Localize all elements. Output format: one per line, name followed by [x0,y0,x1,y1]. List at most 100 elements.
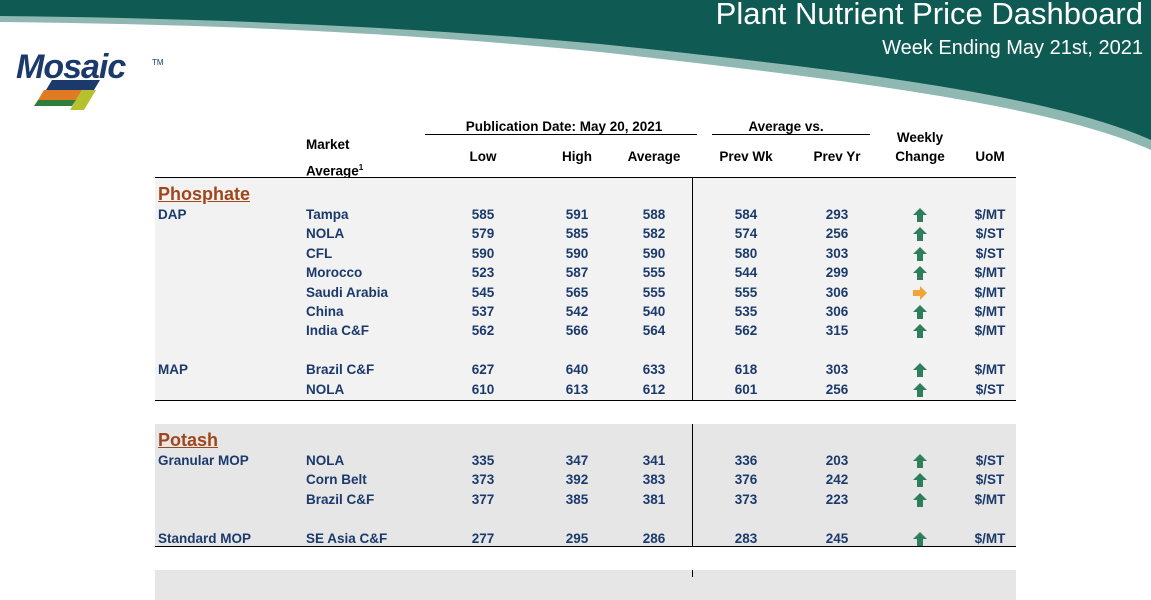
prev-wk-cell: 555 [734,285,758,300]
low-cell: 377 [471,492,495,507]
right-arrow-icon [913,286,927,300]
mosaic-logo: Mosaic TM [16,48,166,114]
uom-cell: $/ST [975,226,1005,241]
up-arrow-icon [913,247,927,261]
section-band [155,178,1016,400]
uom-cell: $/MT [974,265,1006,280]
product-label: DAP [158,207,187,222]
up-arrow-icon [913,383,927,397]
average-cell: 540 [642,304,666,319]
low-cell: 585 [471,207,495,222]
high-cell: 385 [565,492,589,507]
uom-cell: $/MT [974,362,1006,377]
market-cell: NOLA [306,226,345,241]
average-cell: 633 [642,362,666,377]
high-cell: 585 [565,226,589,241]
market-cell: India C&F [306,323,369,338]
prev-yr-cell: 293 [825,207,849,222]
market-cell: Corn Belt [306,472,367,487]
average-cell: 590 [642,246,666,261]
section-rule [155,546,1016,547]
column-divider [692,424,693,546]
prev-wk-cell: 544 [734,265,758,280]
prev-wk-cell: 574 [734,226,758,241]
market-cell: Brazil C&F [306,362,375,377]
low-cell: 537 [471,304,495,319]
prev-yr-cell: 303 [825,246,849,261]
prev-wk-cell: 535 [734,304,758,319]
section-rule [155,400,1016,401]
average-cell: 564 [642,323,666,338]
column-divider [692,570,693,577]
header-uom: UoM [975,149,1005,164]
high-cell: 392 [565,472,589,487]
market-cell: CFL [306,246,333,261]
low-cell: 562 [471,323,495,338]
high-cell: 591 [565,207,589,222]
header-high: High [562,149,592,164]
prev-yr-cell: 306 [825,285,849,300]
uom-cell: $/MT [974,323,1006,338]
low-cell: 373 [471,472,495,487]
up-arrow-icon [913,305,927,319]
header-average: Average [627,149,681,164]
product-label: Granular MOP [158,453,249,468]
up-arrow-icon [913,227,927,241]
average-vs-underline [712,134,870,135]
uom-cell: $/MT [974,492,1006,507]
market-cell: China [306,304,344,319]
product-label: Standard MOP [158,530,252,546]
prev-yr-cell: 203 [825,453,849,468]
low-cell: 610 [471,382,495,397]
header-publication-date: Publication Date: May 20, 2021 [465,119,663,134]
section-band [155,570,1016,600]
uom-cell: $/MT [974,285,1006,300]
header-banner [0,0,1151,150]
header-market-average: Average1 [306,163,364,179]
prev-yr-cell: 306 [825,304,849,319]
prev-yr-cell: 245 [825,531,849,546]
page-subtitle: Week Ending May 21st, 2021 [882,37,1143,59]
up-arrow-icon [913,473,927,487]
up-arrow-icon [913,266,927,280]
uom-cell: $/MT [974,531,1006,546]
header-low: Low [469,149,497,164]
market-cell: Brazil C&F [306,492,375,507]
up-arrow-icon [913,454,927,468]
market-cell: Saudi Arabia [306,285,389,300]
high-cell: 640 [565,362,589,377]
section-band [155,424,1016,546]
low-cell: 523 [471,265,495,280]
market-cell: SE Asia C&F [306,531,388,546]
section-title-phosphate: Phosphate [158,184,251,204]
high-cell: 613 [565,382,589,397]
section-title-potash: Potash [158,430,219,450]
market-cell: Tampa [306,207,349,222]
low-cell: 277 [471,531,495,546]
prev-wk-cell: 336 [734,453,758,468]
page-title: Plant Nutrient Price Dashboard [715,0,1143,31]
low-cell: 627 [471,362,495,377]
high-cell: 542 [565,304,589,319]
header-change: Change [895,149,945,164]
high-cell: 587 [565,265,589,280]
up-arrow-icon [913,493,927,507]
prev-wk-cell: 373 [734,492,758,507]
publication-underline [425,134,697,135]
header-weekly: Weekly [896,130,944,145]
prev-yr-cell: 303 [825,362,849,377]
average-cell: 612 [642,382,666,397]
low-cell: 545 [471,285,495,300]
prev-yr-cell: 242 [825,472,849,487]
prev-wk-cell: 283 [734,531,758,546]
header-rule [155,177,1016,178]
market-cell: Morocco [306,265,363,280]
prev-yr-cell: 223 [825,492,849,507]
average-cell: 383 [642,472,666,487]
up-arrow-icon [913,532,927,546]
low-cell: 579 [471,226,495,241]
average-cell: 582 [642,226,666,241]
average-cell: 381 [642,492,666,507]
prev-wk-cell: 376 [734,472,758,487]
average-cell: 341 [642,453,666,468]
